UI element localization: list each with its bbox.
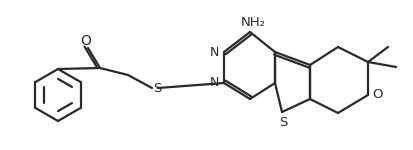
Text: N: N (209, 45, 218, 58)
Text: S: S (152, 82, 161, 96)
Text: O: O (81, 34, 91, 48)
Text: NH₂: NH₂ (240, 15, 265, 28)
Text: S: S (278, 116, 287, 129)
Text: O: O (372, 88, 382, 102)
Text: N: N (209, 76, 218, 90)
